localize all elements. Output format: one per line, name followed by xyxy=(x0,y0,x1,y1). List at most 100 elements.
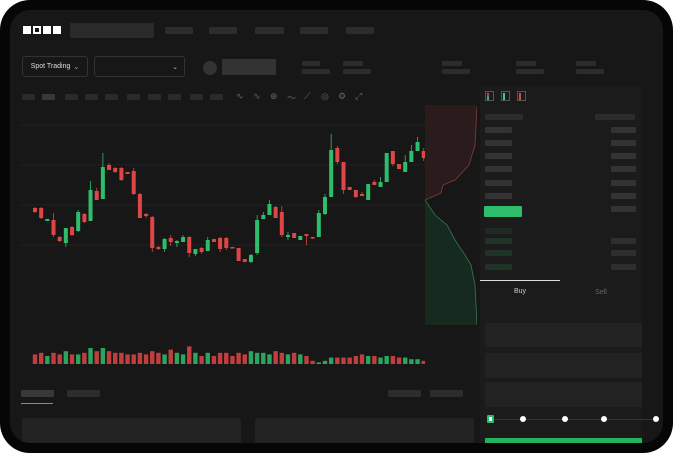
candle xyxy=(107,163,112,170)
tab-open-orders[interactable] xyxy=(21,390,54,397)
interval-button[interactable] xyxy=(65,94,78,100)
orderbook-bids-icon[interactable] xyxy=(501,91,510,101)
candle-body xyxy=(329,150,334,197)
slider-step[interactable] xyxy=(601,416,607,422)
amount-slider[interactable] xyxy=(487,415,659,423)
tab-buy[interactable]: Buy xyxy=(513,288,527,295)
nav-item[interactable] xyxy=(209,27,237,34)
candle-body xyxy=(335,148,340,162)
candlestick-chart[interactable] xyxy=(20,105,425,330)
interval-button[interactable] xyxy=(148,94,161,100)
indicator-icon[interactable]: ∿ xyxy=(253,91,261,101)
target-icon[interactable]: ◎ xyxy=(321,91,329,101)
candle-body xyxy=(224,238,229,248)
nav-item[interactable] xyxy=(346,27,374,34)
market-selector[interactable]: Spot Trading ⌄ xyxy=(22,56,88,77)
draw-icon[interactable]: ⟋ xyxy=(304,91,311,101)
candle-body xyxy=(230,247,235,249)
orderbook-asks-icon[interactable] xyxy=(517,91,526,101)
interval-button[interactable] xyxy=(210,94,223,100)
candle-body xyxy=(174,241,179,243)
trade-form: Buy Sell xyxy=(480,280,659,443)
volume-bar xyxy=(365,356,371,364)
nav-item[interactable] xyxy=(165,27,193,34)
filter-button[interactable] xyxy=(388,390,421,397)
candle-body xyxy=(261,215,266,219)
volume-bar xyxy=(242,354,247,364)
volume-bar xyxy=(82,352,87,364)
candle xyxy=(397,164,402,169)
candle-body xyxy=(181,237,186,242)
indicator-icon[interactable]: ∿ xyxy=(236,91,244,101)
volume-bar xyxy=(328,357,334,364)
candle-body xyxy=(353,190,358,197)
candle-body xyxy=(150,217,155,248)
orderbook-both-icon[interactable] xyxy=(485,91,494,101)
interval-button[interactable] xyxy=(127,94,140,100)
volume-bar xyxy=(156,352,161,364)
candle xyxy=(51,213,56,237)
volume-bar xyxy=(51,352,56,364)
tab-order-history[interactable] xyxy=(67,390,100,397)
candle xyxy=(390,151,395,166)
bid-size xyxy=(611,238,636,244)
stat-label xyxy=(302,61,320,66)
candle-body xyxy=(187,237,192,253)
volume-bar xyxy=(421,360,425,364)
slider-step[interactable] xyxy=(562,416,568,422)
amount-input[interactable] xyxy=(485,353,642,378)
candle xyxy=(70,226,75,236)
price-input[interactable] xyxy=(485,323,642,347)
nav-item[interactable] xyxy=(255,27,284,34)
candle xyxy=(242,259,247,262)
candle-body xyxy=(255,220,260,253)
candle-body xyxy=(372,182,377,185)
volume-bar xyxy=(168,349,173,364)
filter-button[interactable] xyxy=(430,390,463,397)
bid-size xyxy=(611,264,636,270)
chevron-down-icon: ⌄ xyxy=(172,63,178,71)
line-icon[interactable]: 〜 xyxy=(287,93,297,103)
interval-button[interactable] xyxy=(105,94,118,100)
candle-body xyxy=(39,208,44,218)
okx-logo[interactable] xyxy=(23,26,61,34)
volume-bar xyxy=(106,351,112,364)
interval-button[interactable] xyxy=(85,94,98,100)
fullscreen-icon[interactable]: ⤢ xyxy=(355,91,363,101)
slider-handle[interactable] xyxy=(487,415,494,423)
volume-bar xyxy=(217,352,223,364)
indicator-icon[interactable]: ⊕ xyxy=(270,91,278,101)
volume-bar xyxy=(298,354,303,364)
interval-button[interactable] xyxy=(168,94,181,100)
stat-value xyxy=(516,69,544,74)
interval-button[interactable] xyxy=(22,94,35,100)
candle xyxy=(162,238,167,252)
candle xyxy=(298,236,303,240)
stat-value xyxy=(343,69,371,74)
volume-bar xyxy=(261,352,266,364)
candle xyxy=(285,232,290,240)
volume-bar xyxy=(390,356,396,364)
slider-step[interactable] xyxy=(520,416,526,422)
pair-selector[interactable]: ⌄ xyxy=(94,56,185,77)
slider-step[interactable] xyxy=(653,416,659,422)
candle xyxy=(236,248,241,261)
nav-item[interactable] xyxy=(300,27,328,34)
nav-search[interactable] xyxy=(70,23,154,38)
volume-bar xyxy=(113,352,118,364)
candle xyxy=(113,167,118,173)
ask-size xyxy=(611,206,636,212)
interval-button[interactable] xyxy=(190,94,203,100)
volume-bar xyxy=(279,352,284,364)
candle-body xyxy=(193,249,198,254)
candle xyxy=(211,239,216,242)
total-input[interactable] xyxy=(485,382,642,407)
settings-icon[interactable]: ⚙ xyxy=(338,91,347,101)
candle-body xyxy=(100,167,105,199)
buy-submit-button[interactable] xyxy=(485,438,642,443)
interval-button[interactable] xyxy=(42,94,55,100)
ask-size xyxy=(611,153,636,159)
volume-bar xyxy=(347,357,352,364)
tab-sell[interactable]: Sell xyxy=(595,289,607,296)
candle-body xyxy=(366,184,371,200)
